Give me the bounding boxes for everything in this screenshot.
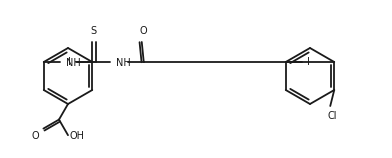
Text: O: O xyxy=(140,26,147,36)
Text: O: O xyxy=(32,131,40,141)
Text: OH: OH xyxy=(70,131,85,141)
Text: S: S xyxy=(91,26,97,36)
Text: I: I xyxy=(68,57,71,67)
Text: NH: NH xyxy=(116,58,131,68)
Text: I: I xyxy=(307,57,310,67)
Text: Cl: Cl xyxy=(327,111,337,121)
Text: NH: NH xyxy=(66,58,80,68)
